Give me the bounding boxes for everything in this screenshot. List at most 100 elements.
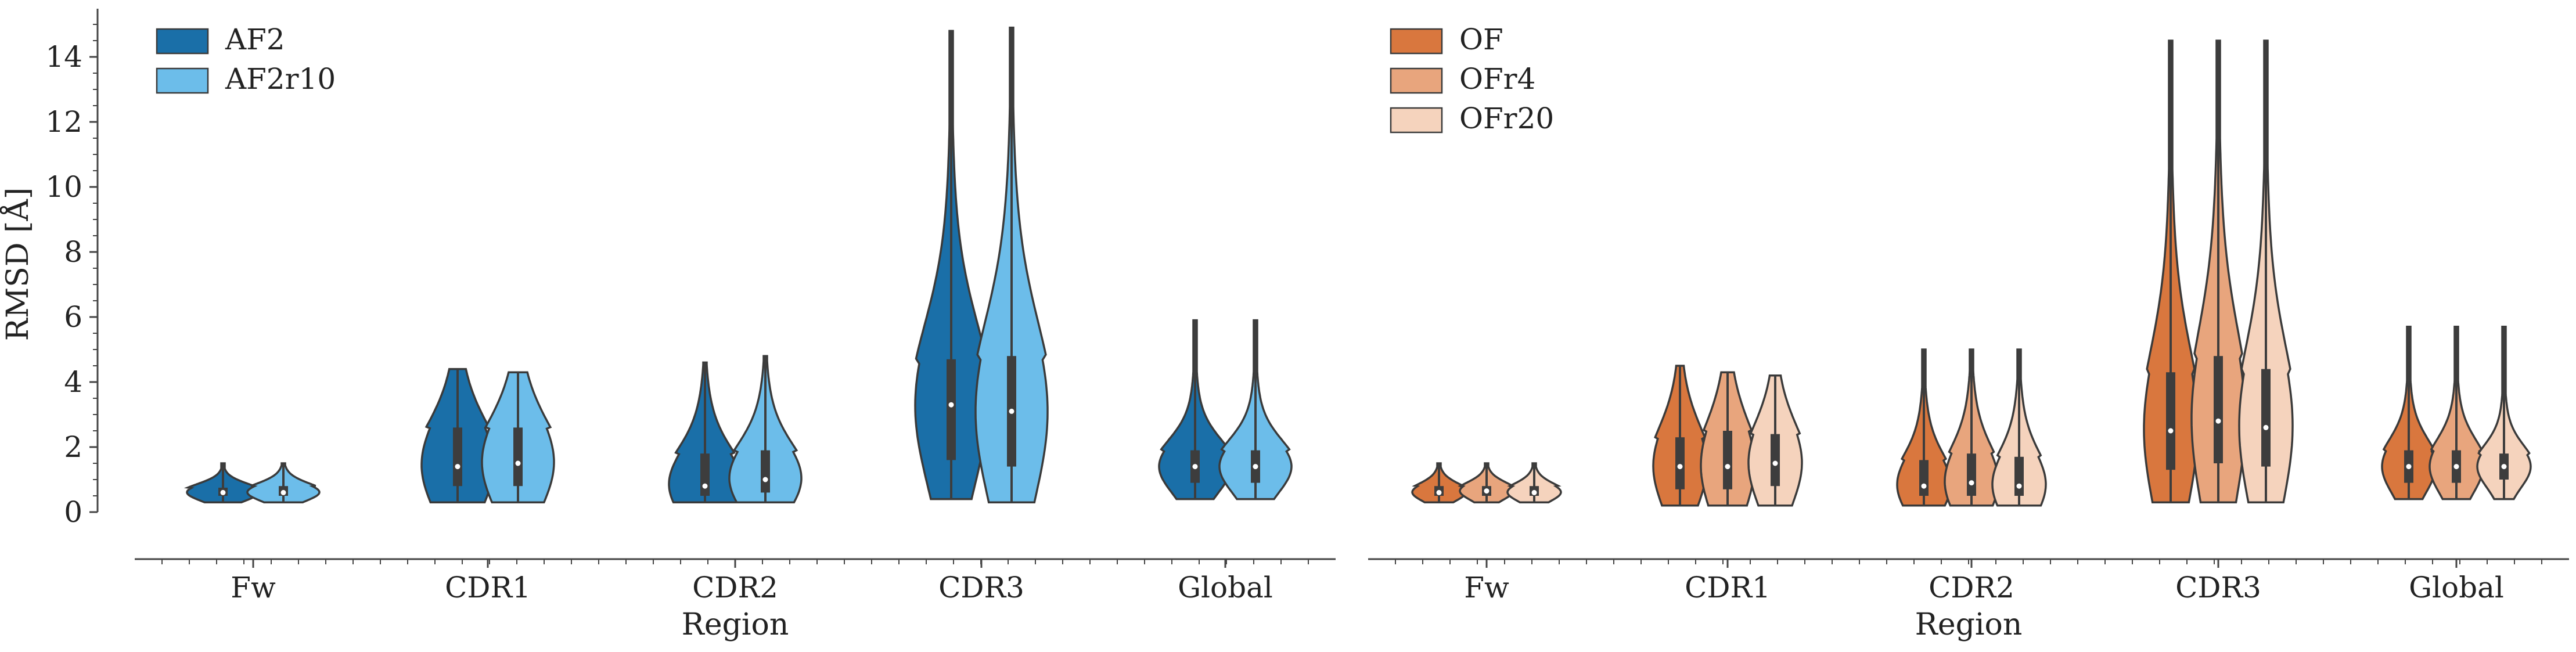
legends-layer: AF2 AF2r10 OF OFr4 OFr20	[156, 23, 1554, 135]
y-tick-label-0: 0	[64, 495, 82, 529]
violin-median-dot	[1772, 460, 1778, 466]
violin-OFr20-CDR1	[1747, 374, 1803, 507]
violin-median-dot	[1725, 464, 1730, 470]
y-tick-label-8: 8	[64, 235, 82, 269]
violin-median-dot	[762, 477, 768, 482]
legend-label: OFr4	[1459, 62, 1535, 96]
violin-iqr-box	[761, 450, 770, 493]
legend-label: AF2r10	[225, 62, 336, 96]
violin-median-dot	[1009, 408, 1014, 414]
violin-OFr20-CDR3	[2238, 39, 2294, 503]
violin-OFr20-Fw	[1506, 462, 1562, 503]
legend-entry-OFr20: OFr20	[1390, 102, 1554, 135]
violin-iqr-box	[1771, 434, 1780, 487]
violin-median-dot	[280, 489, 286, 495]
violin-median-dot	[1192, 464, 1198, 470]
y-tick-label-6: 6	[64, 300, 82, 334]
x-tick-label-CDR2: CDR2	[692, 571, 778, 604]
legend-entry-AF2: AF2	[156, 23, 285, 56]
violin-median-dot	[2215, 418, 2221, 424]
violin-OFr4-CDR1	[1700, 371, 1755, 507]
violin-median-dot	[2016, 483, 2022, 489]
violin-median-dot	[220, 489, 226, 495]
x-tick-label-CDR1: CDR1	[445, 571, 531, 604]
violin-iqr-box	[947, 359, 956, 460]
x-tick-label-CDR1: CDR1	[1685, 571, 1771, 604]
violin-AF2r10-Fw	[246, 462, 321, 503]
legend-swatch	[156, 28, 209, 55]
violin-iqr-box	[1967, 453, 1976, 496]
legend-label: AF2	[225, 23, 285, 56]
violin-iqr-box	[513, 427, 523, 487]
y-axis-title: RMSD [Å]	[0, 188, 35, 341]
violin-median-dot	[2501, 464, 2507, 470]
violin-iqr-box	[2261, 369, 2271, 467]
violin-median-dot	[2406, 464, 2412, 470]
violin-median-dot	[1969, 480, 1974, 486]
x-tick-label-Global: Global	[2409, 571, 2504, 604]
violins-layer	[184, 26, 2532, 507]
violin-iqr-box	[1675, 437, 1685, 489]
legend-swatch	[1390, 28, 1443, 55]
violin-AF2r10-CDR1	[481, 371, 555, 503]
y-tick-label-12: 12	[45, 105, 82, 139]
violin-AF2r10-Global	[1218, 319, 1293, 500]
x-tick-label-Global: Global	[1178, 571, 1273, 604]
violin-median-dot	[2263, 424, 2269, 430]
violin-median-dot	[1253, 464, 1258, 470]
violin-AF2-CDR1	[420, 368, 495, 503]
violin-iqr-box	[453, 427, 462, 487]
violin-median-dot	[948, 402, 954, 408]
x-tick-label-Fw: Fw	[1464, 571, 1509, 604]
y-tick-label-14: 14	[45, 40, 82, 74]
violin-OF-CDR3	[2143, 39, 2199, 503]
violin-AF2r10-CDR3	[974, 26, 1049, 503]
legend-label: OFr20	[1459, 102, 1554, 135]
violin-iqr-box	[2214, 356, 2223, 463]
x-tick-label-CDR3: CDR3	[938, 571, 1024, 604]
violin-OF-Global	[2381, 326, 2437, 500]
violin-median-dot	[455, 464, 460, 470]
violin-AF2r10-CDR2	[728, 355, 803, 503]
violin-median-dot	[1436, 489, 1442, 495]
violin-iqr-box	[1919, 460, 1929, 496]
x-tick-label-Fw: Fw	[231, 571, 276, 604]
violin-median-dot	[1921, 483, 1927, 489]
legend-swatch	[1390, 67, 1443, 94]
legend-swatch	[1390, 107, 1443, 134]
violin-median-dot	[515, 460, 521, 466]
violin-OFr4-Fw	[1458, 462, 1516, 503]
violin-OFr20-Global	[2476, 326, 2532, 500]
legend-label: OF	[1459, 23, 1503, 56]
violin-OF-CDR2	[1896, 348, 1952, 507]
violin-iqr-box	[2166, 372, 2175, 470]
violin-OFr4-CDR2	[1944, 348, 1999, 507]
violin-median-dot	[2168, 428, 2174, 434]
violin-median-dot	[1531, 489, 1537, 495]
y-tick-label-4: 4	[64, 365, 82, 399]
violin-median-dot	[2453, 464, 2459, 470]
violin-iqr-box	[1723, 431, 1732, 489]
violin-OFr4-CDR3	[2190, 39, 2246, 503]
y-tick-label-10: 10	[45, 170, 82, 204]
violin-iqr-box	[2014, 456, 2024, 496]
violin-iqr-box	[700, 453, 710, 496]
x-axis-title-left: Region	[682, 607, 789, 642]
violin-AF2-Global	[1158, 319, 1232, 500]
y-tick-label-2: 2	[64, 430, 82, 464]
violin-median-dot	[702, 483, 708, 489]
violin-median-dot	[1677, 464, 1683, 470]
x-tick-label-CDR3: CDR3	[2175, 571, 2261, 604]
violin-AF2-Fw	[184, 462, 262, 503]
violin-OFr4-Global	[2429, 326, 2484, 500]
violin-median-dot	[1484, 488, 1490, 494]
legend-entry-OFr4: OFr4	[1390, 62, 1535, 96]
violin-OF-Fw	[1411, 462, 1467, 503]
axes-layer: 0 2 4 6 8 10 12 14 Fw CDR1 CDR2 CDR3 Global Region Fw C…	[45, 9, 2569, 642]
x-axis-title-right: Region	[1915, 607, 2023, 642]
x-tick-label-CDR2: CDR2	[1929, 571, 2014, 604]
violin-AF2-CDR2	[668, 361, 742, 503]
legend-swatch	[156, 67, 209, 94]
